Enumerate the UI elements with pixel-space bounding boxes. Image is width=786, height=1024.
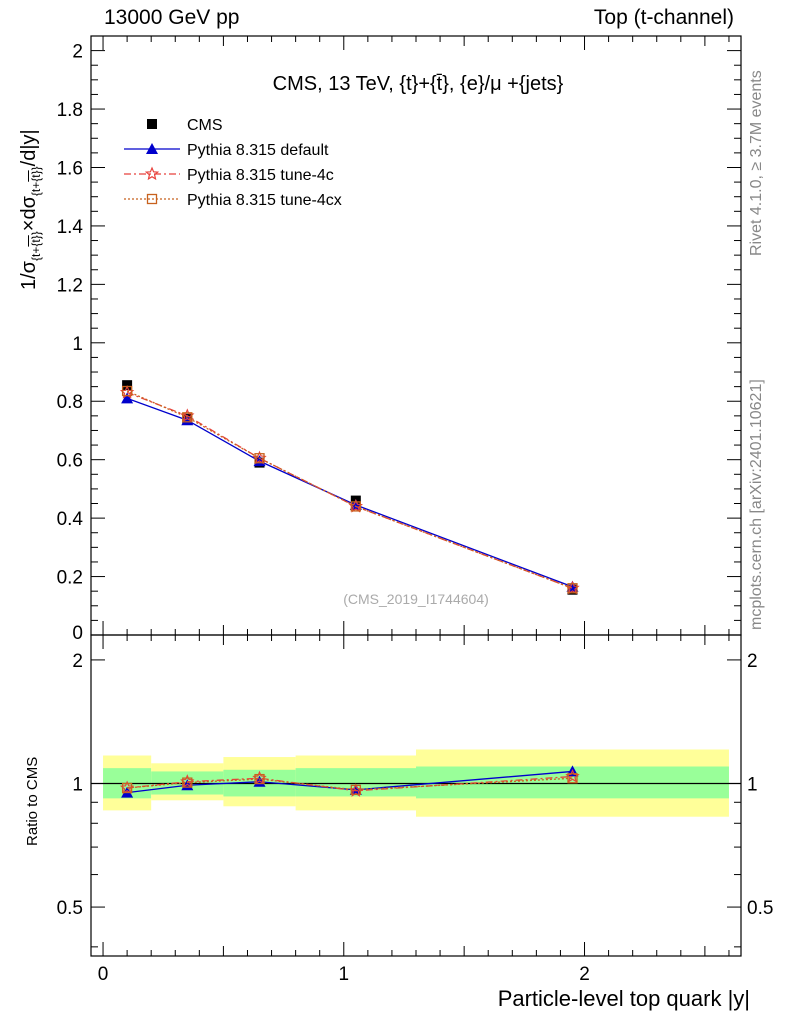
chart-title: CMS, 13 TeV, {t}+{t̄}, {e}/μ +{jets} bbox=[273, 73, 564, 95]
ratio-point-pythia-8-315-tune-4cx bbox=[567, 773, 578, 784]
legend-marker-pythia-8-315-tune-4c bbox=[144, 166, 160, 181]
analysis-watermark: (CMS_2019_I1744604) bbox=[343, 591, 489, 607]
main-line-pythia-8-315-tune-4cx bbox=[126, 390, 573, 589]
legend-label-pythia-8-315-default: Pythia 8.315 default bbox=[187, 142, 329, 159]
main-y-tick-label: 0.8 bbox=[57, 392, 83, 413]
ratio-y-tick-label-right: 1 bbox=[747, 774, 758, 795]
ratio-point-pythia-8-315-tune-4cx bbox=[182, 777, 193, 788]
main-point-pythia-8-315-default bbox=[121, 392, 134, 404]
main-point-pythia-8-315-tune-4cx bbox=[254, 453, 265, 464]
ratio-point-pythia-8-315-tune-4cx bbox=[254, 773, 265, 785]
main-y-tick-label: 1 bbox=[72, 334, 83, 355]
main-line-pythia-8-315-default bbox=[126, 397, 573, 588]
main-y-axis-label: 1/σ{t+{t}}×dσ{t+{t}}/d|y| bbox=[18, 129, 43, 290]
rivet-info-label: Rivet 4.1.0, ≥ 3.7M events bbox=[748, 70, 765, 256]
ratio-y-tick-label-left: 2 bbox=[72, 651, 83, 672]
main-y-tick-label: 1.8 bbox=[57, 100, 83, 121]
ratio-y-tick-label-right: 2 bbox=[747, 651, 758, 672]
header-process-label: Top (t-channel) bbox=[593, 6, 734, 29]
main-y-tick-label: 0.6 bbox=[57, 451, 83, 472]
main-y-tick-label: 1.6 bbox=[57, 158, 83, 179]
ratio-point-pythia-8-315-tune-4cx bbox=[350, 784, 361, 795]
ratio-y-tick-label-left: 1 bbox=[72, 774, 83, 795]
ratio-y-tick-label-left: 0.5 bbox=[57, 898, 83, 919]
ratio-line-pythia-8-315-tune-4cx bbox=[127, 777, 573, 791]
ratio-y-tick-label-right: 0.5 bbox=[747, 898, 773, 919]
legend-label-pythia-8-315-tune-4c: Pythia 8.315 tune-4c bbox=[187, 167, 334, 184]
main-point-pythia-8-315-tune-4cx bbox=[121, 385, 133, 397]
main-y-tick-label: 1.4 bbox=[57, 217, 84, 238]
ratio-point-pythia-8-315-tune-4cx bbox=[121, 782, 133, 794]
main-point-pythia-8-315-tune-4cx bbox=[182, 412, 193, 423]
mcplots-credit-label: mcplots.cern.ch [arXiv:2401.10621] bbox=[748, 379, 765, 630]
legend-marker-pythia-8-315-tune-4cx bbox=[146, 193, 158, 205]
main-y-tick-label: 1.2 bbox=[57, 275, 83, 296]
legend-label-pythia-8-315-tune-4cx: Pythia 8.315 tune-4cx bbox=[187, 192, 342, 209]
header-energy-label: 13000 GeV pp bbox=[104, 6, 240, 29]
x-axis-label: Particle-level top quark |y| bbox=[497, 986, 750, 1011]
legend-label-cms: CMS bbox=[187, 117, 223, 134]
main-line-pythia-8-315-tune-4c bbox=[126, 391, 573, 589]
main-y-tick-label: 0.2 bbox=[57, 568, 83, 589]
ratio-y-axis-label: Ratio to CMS bbox=[24, 756, 41, 846]
main-point-pythia-8-315-tune-4cx bbox=[350, 501, 361, 512]
ratio-x-tick-label: 2 bbox=[579, 964, 590, 985]
main-point-pythia-8-315-tune-4cx bbox=[567, 583, 578, 594]
ratio-x-tick-label: 1 bbox=[338, 964, 349, 985]
main-y-tick-label: 2 bbox=[72, 42, 83, 63]
main-y-tick-label: 0.4 bbox=[57, 509, 84, 530]
legend-marker-cms bbox=[147, 119, 157, 129]
main-point-pythia-8-315-default bbox=[181, 414, 194, 426]
legend-marker-pythia-8-315-default bbox=[146, 143, 158, 154]
ratio-x-tick-label: 0 bbox=[98, 964, 109, 985]
main-y-tick-label-zero: 0 bbox=[72, 623, 83, 644]
